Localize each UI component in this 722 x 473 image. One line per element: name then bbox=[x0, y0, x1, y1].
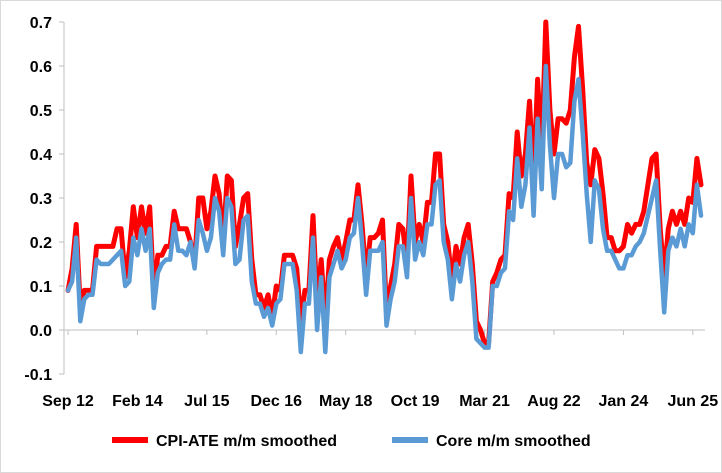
x-tick-label: Mar 21 bbox=[459, 393, 510, 410]
x-tick-label: Sep 12 bbox=[42, 393, 94, 410]
y-tick-label: 0.4 bbox=[30, 147, 52, 164]
x-tick-label: Aug 22 bbox=[527, 393, 580, 410]
x-tick-label: Oct 19 bbox=[391, 393, 440, 410]
x-tick-label: Dec 16 bbox=[250, 393, 302, 410]
legend-label: CPI-ATE m/m smoothed bbox=[156, 433, 337, 450]
legend-label: Core m/m smoothed bbox=[436, 433, 591, 450]
y-tick-label: 0.6 bbox=[30, 59, 52, 76]
y-tick-label: -0.1 bbox=[24, 367, 52, 384]
y-tick-label: 0.0 bbox=[30, 323, 52, 340]
series-line-core-m-m-smoothed bbox=[65, 63, 704, 355]
x-tick-label: Feb 14 bbox=[112, 393, 163, 410]
y-tick-label: 0.5 bbox=[30, 103, 52, 120]
x-tick-label: Jun 25 bbox=[667, 393, 718, 410]
x-tick-label: Jan 24 bbox=[599, 393, 649, 410]
y-tick-label: 0.3 bbox=[30, 191, 52, 208]
y-tick-label: 0.7 bbox=[30, 15, 52, 32]
y-tick-label: 0.2 bbox=[30, 235, 52, 252]
x-tick-label: May 18 bbox=[319, 393, 372, 410]
y-tick-label: 0.1 bbox=[30, 279, 52, 296]
x-tick-label: Jul 15 bbox=[184, 393, 229, 410]
